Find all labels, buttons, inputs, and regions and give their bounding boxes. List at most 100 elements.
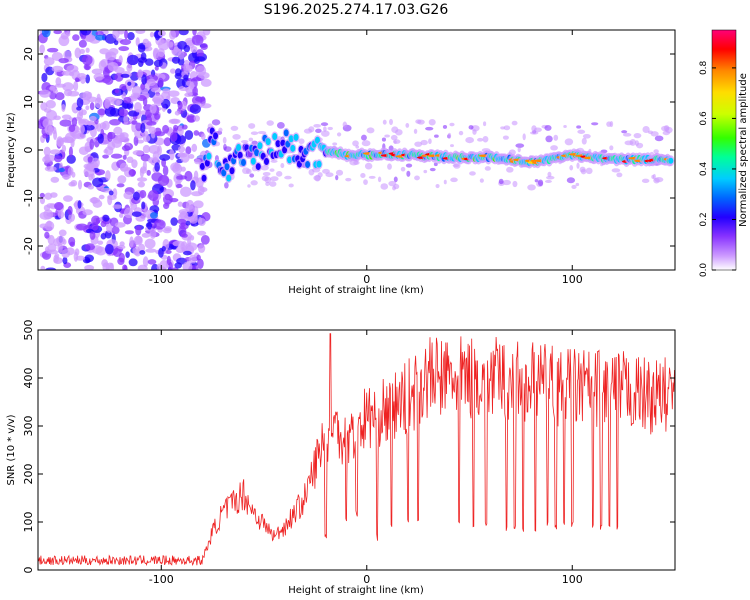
snr-ytick-label: 0	[22, 567, 35, 574]
spectrogram-speckle	[400, 166, 406, 172]
spectrogram-speckle	[564, 138, 574, 146]
spectrogram-noise-blob	[70, 179, 78, 187]
spectrogram-noise-blob	[84, 264, 95, 270]
spectrogram-noise-blob	[148, 189, 159, 201]
spectrogram-speckle	[582, 133, 591, 139]
spectrogram-noise-blob	[135, 225, 142, 236]
spectrogram-noise-blob	[42, 156, 51, 163]
spectrogram-noise-blob	[189, 104, 201, 114]
spectrogram-noise-blob	[192, 86, 198, 97]
spectrogram-noise-blob	[113, 126, 123, 135]
spectrogram-noise-blob	[162, 227, 172, 234]
spectrogram-speckle	[546, 175, 555, 180]
spectrogram-noise-blob	[177, 40, 187, 50]
spectrogram-track-cell	[236, 144, 242, 152]
spectrogram-noise-blob	[107, 141, 116, 151]
spectrogram-speckle	[511, 120, 518, 126]
spectrogram-noise-blob	[117, 175, 127, 184]
spectrogram-speckle	[270, 176, 279, 182]
spectrogram-speckle	[484, 166, 491, 171]
spectrogram-noise-blob	[44, 192, 53, 200]
spectrogram-speckle	[317, 172, 323, 178]
spectrogram-speckle	[230, 125, 239, 131]
spectrogram-speckle	[498, 178, 504, 185]
spectrogram-noise-blob	[43, 209, 54, 220]
spectrogram-speckle	[336, 132, 342, 137]
spectrogram-noise-blob	[40, 102, 48, 111]
spectrogram-noise-blob	[84, 243, 96, 251]
spectrogram-noise-blob	[178, 225, 187, 237]
spectrogram-noise-blob	[52, 126, 57, 135]
spectrogram-speckle	[569, 165, 574, 171]
spectrogram-noise-blob	[61, 174, 71, 180]
spectrogram-track-cell	[229, 167, 235, 175]
spectrogram-noise-blob	[166, 41, 174, 48]
spectrogram-noise-blob	[39, 196, 46, 205]
spectrogram-track-cell	[290, 144, 296, 152]
spectrogram-noise-blob	[75, 132, 86, 140]
spectrogram-speckle	[650, 131, 659, 137]
spectrogram-track-cell	[199, 162, 205, 170]
spectrogram-noise-blob	[77, 200, 82, 209]
spectrogram-noise-blob	[107, 131, 116, 140]
spectrogram-noise-blob	[39, 89, 51, 98]
spectrogram-noise-blob	[179, 211, 189, 219]
spectrogram-noise-blob	[142, 144, 151, 154]
spectrogram-noise-blob	[154, 65, 159, 71]
spectrogram-noise-blob	[51, 51, 63, 61]
spectrogram-speckle	[361, 140, 371, 147]
spectrogram-noise-blob	[85, 258, 91, 264]
spectrogram-noise-blob	[178, 30, 189, 36]
spectrogram-speckle	[313, 123, 321, 128]
spectrogram-speckle	[266, 120, 274, 126]
spectrogram-speckle	[534, 179, 539, 183]
spectrogram-speckle	[633, 133, 642, 139]
spectrogram-track-cell	[283, 129, 289, 137]
spectrogram-track-cell	[255, 163, 261, 171]
spectrogram-noise-blob	[46, 109, 58, 121]
spectrogram-noise-blob	[106, 223, 113, 233]
spectrogram-noise-blob	[145, 109, 152, 119]
spectrogram-speckle	[368, 175, 376, 179]
spectrogram-noise-blob	[181, 124, 188, 130]
spectrogram-noise-blob	[125, 251, 130, 259]
spectrogram-speckle	[621, 130, 628, 134]
spectrogram-noise-blob	[96, 93, 101, 103]
spectrogram-noise-blob	[112, 204, 123, 209]
spectrogram-noise-blob	[177, 201, 183, 207]
spectrogram-noise-blob	[159, 154, 171, 161]
spectrogram-speckle	[580, 168, 587, 175]
spectrogram-ytick-label: 20	[22, 47, 35, 61]
spectrogram-noise-blob	[137, 69, 144, 78]
spectrogram-speckle	[469, 171, 476, 176]
spectrogram-noise-blob	[154, 113, 161, 120]
spectrogram-noise-blob	[163, 137, 172, 147]
spectrogram-speckle	[250, 180, 258, 186]
spectrogram-noise-blob	[197, 217, 206, 227]
spectrogram-speckle	[575, 182, 580, 187]
spectrogram-noise-blob	[120, 73, 130, 78]
spectrogram-noise-blob	[74, 77, 80, 83]
spectrogram-noise-blob	[57, 210, 65, 219]
spectrogram-noise-blob	[56, 235, 66, 246]
spectrogram-speckle	[442, 125, 448, 129]
spectrogram-noise-blob	[92, 177, 104, 188]
spectrogram-track-cell	[250, 157, 256, 165]
spectrogram-noise-blob	[47, 249, 59, 255]
spectrogram-noise-blob	[66, 154, 76, 164]
spectrogram-noise-blob	[170, 119, 179, 124]
spectrogram-speckle	[211, 119, 221, 126]
spectrogram-noise-blob	[128, 169, 137, 177]
spectrogram-speckle	[641, 178, 650, 184]
spectrogram-speckle	[345, 177, 352, 182]
spectrogram-noise-blob	[89, 231, 96, 240]
spectrogram-noise-blob	[135, 37, 140, 47]
spectrogram-noise-blob	[150, 87, 162, 93]
spectrogram-noise-blob	[186, 114, 196, 123]
spectrogram-noise-blob	[118, 55, 123, 65]
spectrogram-speckle	[280, 163, 285, 169]
spectrogram-noise-blob	[116, 183, 125, 188]
spectrogram-speckle	[382, 119, 387, 125]
spectrogram-noise-blob	[85, 47, 90, 53]
spectrogram-speckle	[323, 126, 327, 132]
